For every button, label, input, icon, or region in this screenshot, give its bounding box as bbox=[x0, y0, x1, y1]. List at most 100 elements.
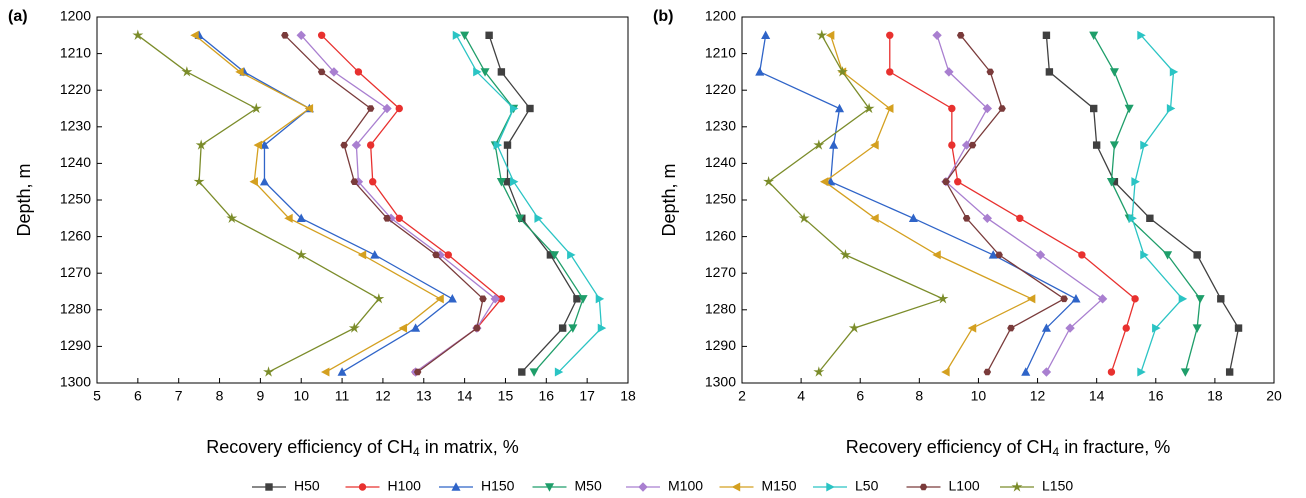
series-line bbox=[823, 35, 1034, 373]
x-tick-label: 16 bbox=[1148, 388, 1164, 404]
point bbox=[304, 103, 314, 114]
point bbox=[870, 213, 879, 223]
point bbox=[1007, 324, 1015, 332]
point bbox=[578, 295, 588, 304]
point bbox=[195, 139, 207, 150]
point bbox=[496, 178, 506, 187]
x-tick-label: 10 bbox=[971, 388, 987, 404]
point bbox=[1109, 141, 1119, 150]
point bbox=[497, 68, 506, 76]
point bbox=[558, 324, 567, 332]
point bbox=[826, 176, 836, 186]
y-axis-label: Depth, m bbox=[659, 163, 679, 236]
point bbox=[1193, 251, 1201, 259]
point bbox=[908, 213, 918, 222]
point bbox=[340, 141, 348, 149]
point bbox=[1166, 103, 1176, 114]
point bbox=[825, 30, 835, 40]
series-line bbox=[759, 35, 1078, 373]
x-axis-label: Recovery efficiency of CH4 in fracture, … bbox=[846, 437, 1170, 459]
point bbox=[348, 322, 360, 333]
point bbox=[317, 68, 326, 76]
point bbox=[932, 250, 941, 260]
x-tick-label: 5 bbox=[93, 388, 101, 404]
y-tick-label: 1290 bbox=[60, 337, 91, 353]
point bbox=[509, 177, 519, 187]
point bbox=[1035, 250, 1046, 260]
x-tick-label: 7 bbox=[175, 388, 183, 404]
point bbox=[515, 214, 525, 224]
legend-marker bbox=[919, 483, 928, 491]
point bbox=[567, 250, 576, 260]
point bbox=[983, 368, 992, 376]
point bbox=[1163, 251, 1173, 260]
point bbox=[373, 293, 385, 304]
point bbox=[1065, 323, 1075, 333]
point bbox=[1090, 104, 1098, 113]
series-line bbox=[198, 34, 454, 373]
point bbox=[1140, 140, 1149, 150]
x-tick-label: 4 bbox=[797, 388, 805, 404]
point bbox=[886, 68, 894, 76]
point bbox=[1131, 295, 1139, 303]
legend-marker bbox=[826, 482, 835, 492]
x-tick-label: 2 bbox=[738, 388, 746, 404]
point bbox=[986, 68, 995, 76]
point bbox=[503, 141, 512, 149]
point bbox=[249, 177, 258, 187]
point bbox=[1152, 323, 1161, 333]
point bbox=[460, 31, 470, 41]
point bbox=[829, 140, 839, 149]
point bbox=[554, 367, 564, 377]
point bbox=[485, 31, 493, 39]
point bbox=[948, 104, 956, 113]
legend-marker bbox=[638, 482, 648, 492]
series-line bbox=[464, 34, 584, 373]
y-tick-label: 1230 bbox=[705, 118, 736, 134]
point bbox=[1124, 104, 1134, 114]
point bbox=[886, 31, 894, 39]
legend-marker bbox=[731, 482, 741, 492]
point bbox=[816, 29, 828, 40]
point bbox=[813, 139, 825, 150]
point bbox=[383, 215, 391, 222]
point bbox=[954, 178, 962, 186]
point bbox=[942, 178, 950, 185]
panel-label: (b) bbox=[653, 8, 673, 25]
point bbox=[493, 140, 503, 150]
point bbox=[413, 368, 422, 376]
legend-label: L150 bbox=[1042, 478, 1073, 494]
point bbox=[295, 249, 307, 260]
point bbox=[956, 32, 965, 39]
series-line bbox=[455, 34, 603, 373]
point bbox=[932, 30, 942, 41]
y-tick-label: 1200 bbox=[60, 8, 91, 24]
series-line bbox=[321, 34, 503, 373]
point bbox=[863, 102, 875, 114]
y-tick-label: 1210 bbox=[705, 44, 736, 60]
x-tick-label: 12 bbox=[375, 388, 391, 404]
point bbox=[1137, 367, 1146, 377]
point bbox=[193, 175, 205, 187]
point bbox=[798, 212, 810, 223]
x-tick-label: 11 bbox=[335, 388, 350, 404]
y-axis-label: Depth, m bbox=[14, 163, 34, 236]
point bbox=[962, 215, 971, 222]
x-tick-label: 14 bbox=[1089, 388, 1105, 404]
series-line bbox=[936, 35, 1104, 373]
point bbox=[329, 67, 339, 77]
point bbox=[447, 294, 457, 303]
point bbox=[354, 68, 363, 76]
x-tick-label: 6 bbox=[134, 388, 142, 404]
legend-marker bbox=[1011, 481, 1023, 492]
point bbox=[534, 213, 543, 223]
point bbox=[259, 140, 270, 149]
point bbox=[518, 368, 526, 376]
point bbox=[937, 293, 949, 304]
point bbox=[839, 249, 851, 260]
point bbox=[885, 103, 894, 114]
point bbox=[1178, 294, 1188, 304]
x-axis-label-part: in fracture, % bbox=[1059, 437, 1170, 457]
point bbox=[1180, 368, 1190, 377]
